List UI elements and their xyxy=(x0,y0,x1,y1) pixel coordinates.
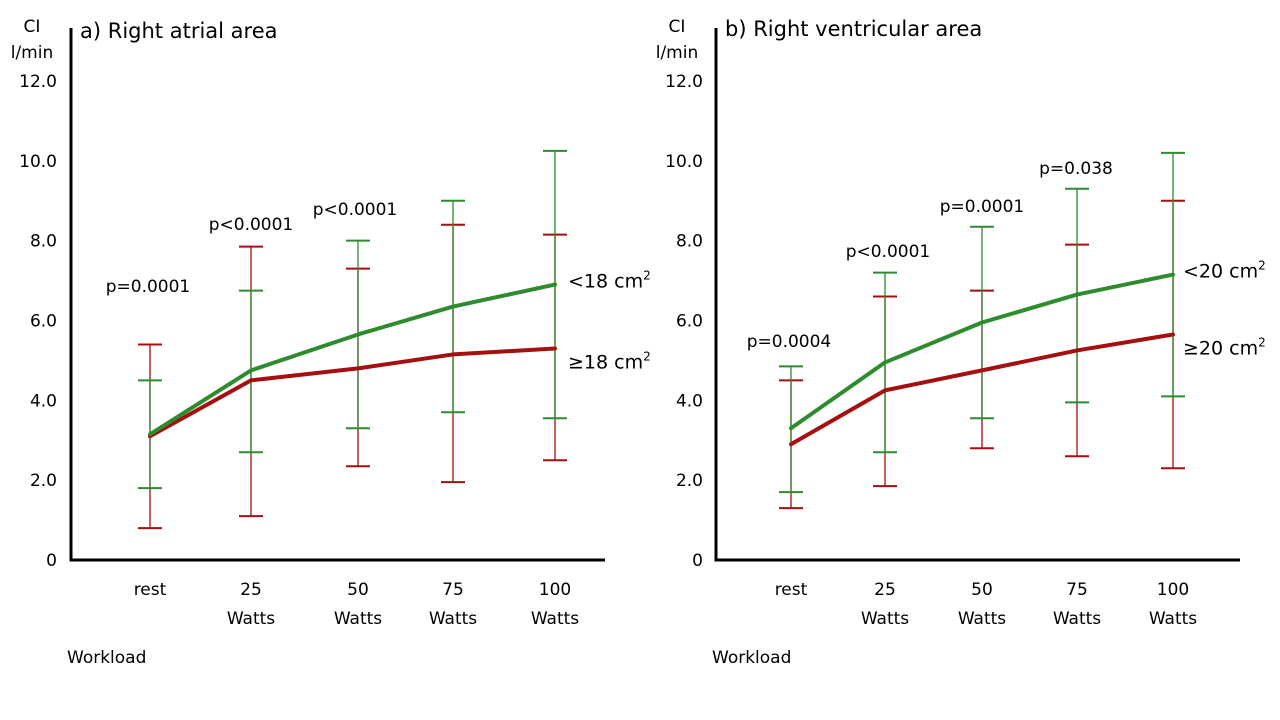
p-value-annotation: p<0.0001 xyxy=(313,200,398,220)
legend-label-text: <20 cm xyxy=(1183,261,1258,283)
legend-label-text: ≥18 cm xyxy=(568,351,643,373)
series-line-large-area xyxy=(789,332,1175,447)
y-tick-label: 12.0 xyxy=(665,72,703,92)
x-tick-label: 75 xyxy=(1066,580,1088,600)
legend-label-superscript: 2 xyxy=(643,349,651,363)
p-value-annotation: p<0.0001 xyxy=(209,215,294,235)
chart-panel-b: b) Right ventricular area CI l/min 0 2.0 4.0 6… xyxy=(656,17,1266,668)
x-tick-label: rest xyxy=(134,580,167,600)
y-tick-label: 8.0 xyxy=(676,232,703,252)
y-tick-label: 4.0 xyxy=(30,391,57,411)
legend-label-text: <18 cm xyxy=(568,271,643,293)
legend-label-superscript: 2 xyxy=(1258,259,1266,273)
y-tick-label: 6.0 xyxy=(676,312,703,332)
y-axis-unit: l/min xyxy=(656,43,699,63)
y-tick-label: 6.0 xyxy=(30,312,57,332)
p-value-annotation: p<0.0001 xyxy=(846,242,931,262)
y-tick-label: 0 xyxy=(46,551,57,571)
series-line-large-area xyxy=(148,346,557,439)
x-tick-label: Watts xyxy=(429,609,477,629)
y-tick-label: 2.0 xyxy=(676,471,703,491)
x-tick-label: 100 xyxy=(1157,580,1189,600)
y-tick-label: 10.0 xyxy=(665,152,703,172)
chart-panel-a: a) Right atrial area CI l/min 0 2.0 4.0 6.0 8.0… xyxy=(11,17,651,668)
x-tick-label: Watts xyxy=(1149,609,1197,629)
y-tick-label: 8.0 xyxy=(30,232,57,252)
y-axis-unit: l/min xyxy=(11,43,54,63)
chart-title: b) Right ventricular area xyxy=(725,17,982,41)
x-axis-label: Workload xyxy=(67,648,146,668)
legend-label: <18 cm2 xyxy=(568,269,651,293)
x-tick-label: Watts xyxy=(958,609,1006,629)
x-tick-label: 25 xyxy=(874,580,896,600)
x-axis-label: Workload xyxy=(712,648,791,668)
y-axis-label: CI xyxy=(669,17,686,37)
series-line-small-area xyxy=(789,272,1175,431)
y-tick-label: 10.0 xyxy=(19,152,57,172)
p-value-annotation: p=0.0001 xyxy=(106,277,191,297)
x-tick-label: 50 xyxy=(971,580,993,600)
p-value-annotation: p=0.038 xyxy=(1039,159,1113,179)
x-tick-label: 25 xyxy=(240,580,262,600)
p-value-annotation: p=0.0001 xyxy=(940,197,1025,217)
y-tick-label: 12.0 xyxy=(19,72,57,92)
y-tick-label: 4.0 xyxy=(676,391,703,411)
series-line-small-area xyxy=(148,282,557,437)
legend-label-superscript: 2 xyxy=(643,269,651,283)
x-tick-label: Watts xyxy=(334,609,382,629)
x-tick-label: Watts xyxy=(531,609,579,629)
legend-label-text: ≥20 cm xyxy=(1183,337,1258,359)
x-tick-label: 100 xyxy=(539,580,571,600)
legend-label-superscript: 2 xyxy=(1258,335,1266,349)
p-value-annotation: p=0.0004 xyxy=(747,332,832,352)
x-tick-label: 75 xyxy=(442,580,464,600)
x-tick-label: rest xyxy=(775,580,808,600)
legend-label: ≥18 cm2 xyxy=(568,349,651,373)
x-tick-label: 50 xyxy=(347,580,369,600)
y-tick-label: 0 xyxy=(692,551,703,571)
legend-label: <20 cm2 xyxy=(1183,259,1266,283)
x-tick-label: Watts xyxy=(227,609,275,629)
legend-label: ≥20 cm2 xyxy=(1183,335,1266,359)
y-tick-label: 2.0 xyxy=(30,471,57,491)
y-axis-label: CI xyxy=(24,17,41,37)
chart-title: a) Right atrial area xyxy=(80,19,278,43)
x-tick-label: Watts xyxy=(861,609,909,629)
x-tick-label: Watts xyxy=(1053,609,1101,629)
